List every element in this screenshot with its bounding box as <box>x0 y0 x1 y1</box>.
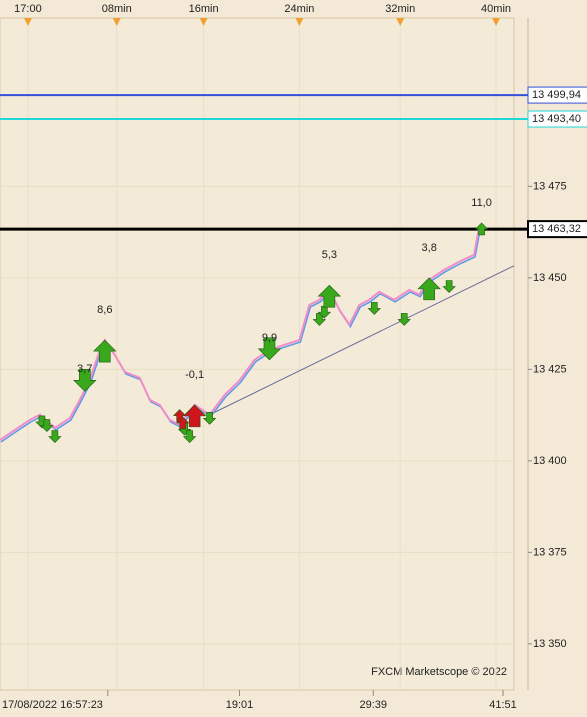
level-label: 13 463,32 <box>532 223 581 235</box>
signal-arrow <box>397 313 411 326</box>
x-tick-label: 41:51 <box>489 699 517 711</box>
signal-arrow <box>73 369 97 392</box>
top-tick-label: 17:00 <box>14 3 42 15</box>
y-tick-label: 13 475 <box>533 180 567 192</box>
signal-arrow <box>367 302 381 315</box>
x-tick-label: 19:01 <box>226 699 254 711</box>
top-tick-marker <box>23 18 32 26</box>
x-tick-label: 29:39 <box>360 699 388 711</box>
top-tick-label: 32min <box>385 3 415 15</box>
top-tick-marker <box>492 18 501 26</box>
level-label: 13 499,94 <box>532 89 581 101</box>
plot-area <box>0 17 515 691</box>
y-tick-label: 13 400 <box>533 455 567 467</box>
signal-arrow <box>182 404 207 428</box>
signal-arrow <box>317 284 342 308</box>
x-tick-label: 17/08/2022 16:57:23 <box>2 699 103 711</box>
signal-label: 3,8 <box>422 242 437 254</box>
signal-arrow <box>182 430 197 443</box>
signal-arrow <box>175 416 190 430</box>
top-tick-label: 08min <box>102 3 132 15</box>
signal-arrow <box>48 430 62 443</box>
signal-arrow <box>417 277 441 301</box>
y-tick-label: 13 425 <box>533 363 567 375</box>
top-tick-marker <box>295 18 304 26</box>
signal-label: 9,9 <box>262 332 277 344</box>
signal-arrow <box>474 222 489 236</box>
signal-arrow <box>442 280 456 293</box>
top-tick-label: 16min <box>189 3 219 15</box>
top-tick-label: 40min <box>481 3 511 15</box>
top-tick-label: 24min <box>284 3 314 15</box>
signal-arrow <box>40 419 54 433</box>
level-box <box>527 86 587 104</box>
y-tick-label: 13 450 <box>533 272 567 284</box>
signal-label: 11,0 <box>471 197 492 209</box>
level-box <box>527 110 587 128</box>
y-tick-label: 13 375 <box>533 546 567 558</box>
signal-label: -0,1 <box>185 369 204 381</box>
level-label: 13 493,40 <box>532 113 581 125</box>
top-tick-marker <box>396 18 405 26</box>
level-box <box>527 220 587 239</box>
trendline <box>209 265 515 416</box>
watermark: FXCM Marketscope © 2022 <box>371 666 507 678</box>
signal-arrow <box>257 337 282 361</box>
signal-label: 8,6 <box>97 304 112 316</box>
y-tick-label: 13 350 <box>533 638 567 650</box>
signal-arrow <box>202 411 217 425</box>
signal-label: 5,3 <box>322 249 337 261</box>
signal-label: 3,7 <box>77 363 92 375</box>
top-tick-marker <box>112 18 121 26</box>
signal-arrow <box>93 339 117 363</box>
top-tick-marker <box>199 18 208 26</box>
